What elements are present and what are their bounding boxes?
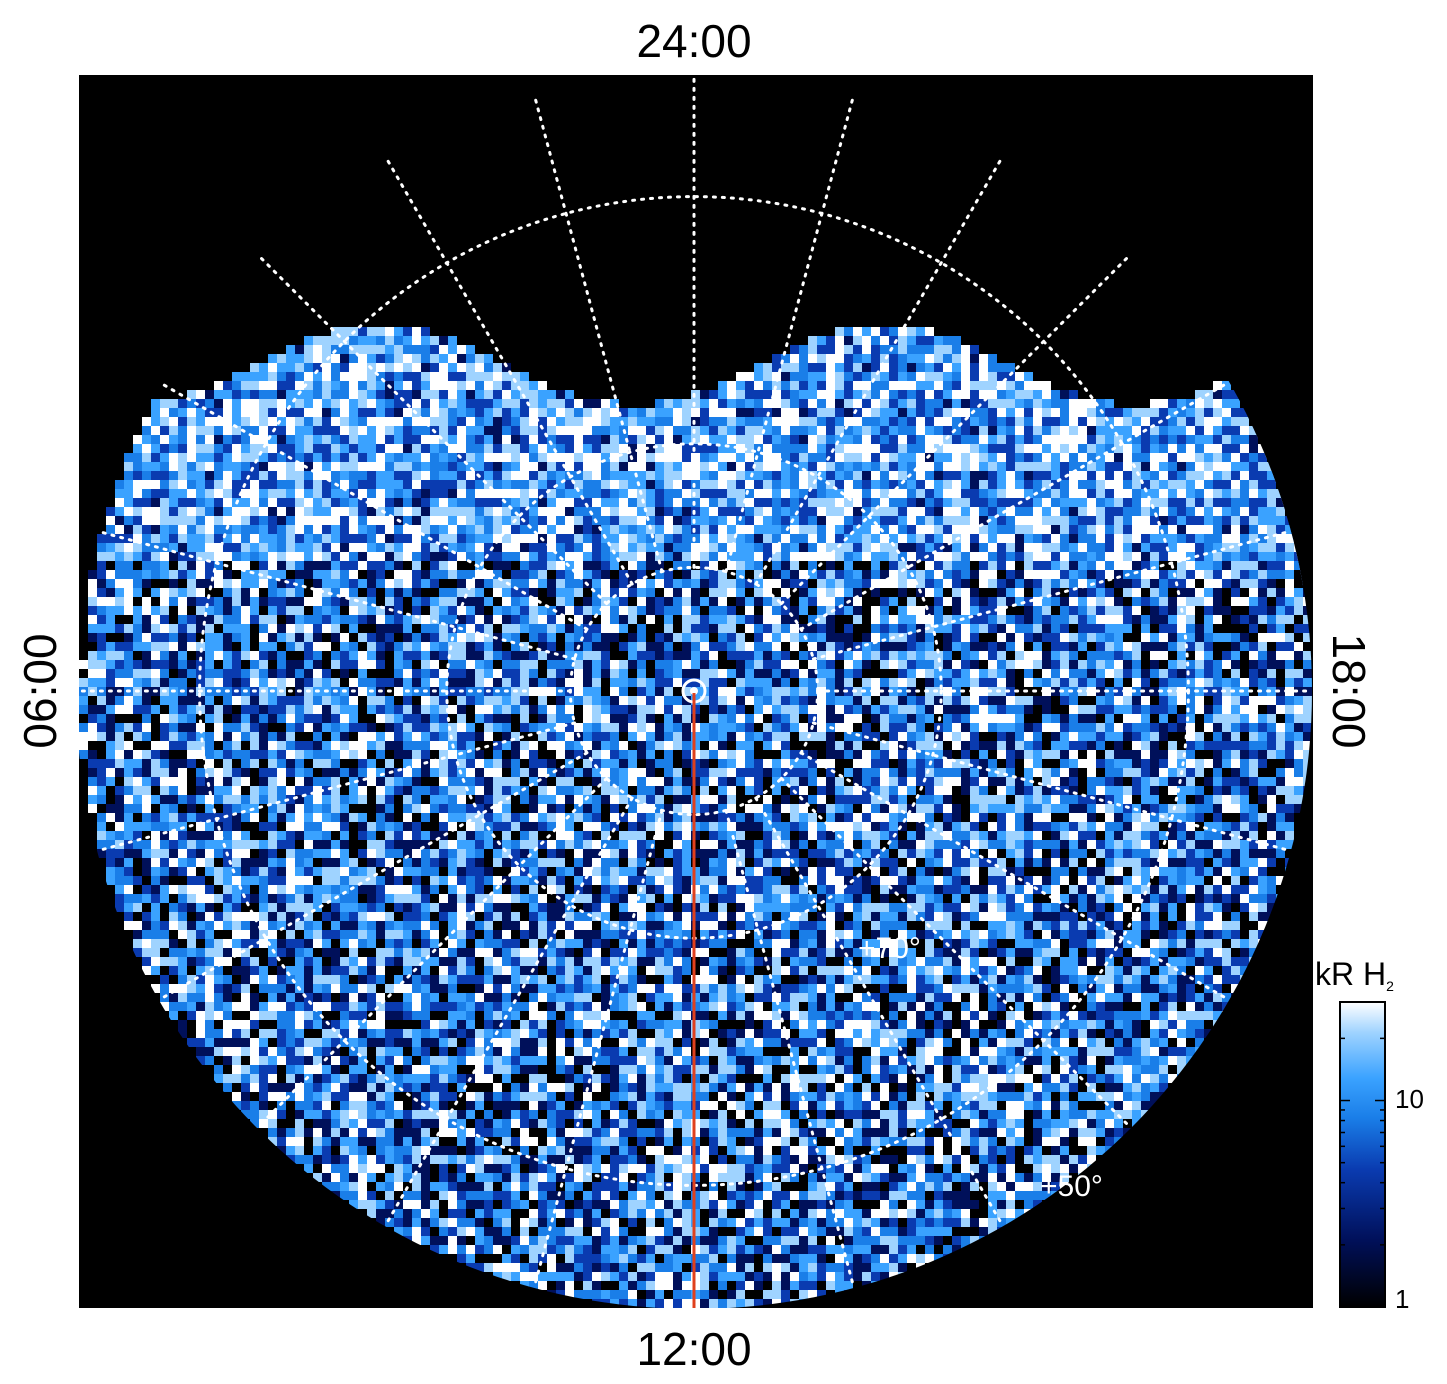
meridian-line <box>383 154 634 586</box>
colorbar-scale <box>1339 1001 1386 1308</box>
colorbar-tick-10: 10 <box>1395 1084 1424 1114</box>
meridian-line <box>157 751 589 1002</box>
colorbar-tick-1: 1 <box>1395 1284 1409 1314</box>
aurora-emission-map <box>79 327 1312 1308</box>
latitude-label-50: +50° <box>1040 1170 1103 1203</box>
meridian-line <box>779 252 1133 606</box>
meridian-line <box>754 796 1005 1228</box>
meridian-line <box>724 92 856 574</box>
label-left-06: 06:00 <box>14 633 66 748</box>
meridian-line <box>811 529 1293 661</box>
meridian-line <box>724 808 856 1290</box>
meridian-line <box>383 796 634 1228</box>
label-right-18: 18:00 <box>1323 633 1375 748</box>
meridian-line <box>157 380 589 631</box>
meridian-line <box>95 529 577 661</box>
meridian-line <box>799 380 1231 631</box>
meridian-line <box>255 252 609 606</box>
colorbar-title: kR H2 <box>1315 956 1394 994</box>
meridian-line <box>799 751 1231 1002</box>
meridian-line <box>779 776 1133 1130</box>
colorbar: kR H2 10 1 <box>1315 956 1424 1314</box>
label-top-24: 24:00 <box>636 15 751 67</box>
meridian-line <box>532 92 664 574</box>
label-bottom-12: 12:00 <box>636 1323 751 1375</box>
lat-lon-grid <box>79 75 1313 1308</box>
meridian-line <box>811 721 1293 853</box>
latitude-label-70: +70° <box>858 932 921 965</box>
meridian-line <box>95 721 577 853</box>
meridian-line <box>255 776 609 1130</box>
meridian-line <box>754 154 1005 586</box>
meridian-line <box>532 808 664 1290</box>
